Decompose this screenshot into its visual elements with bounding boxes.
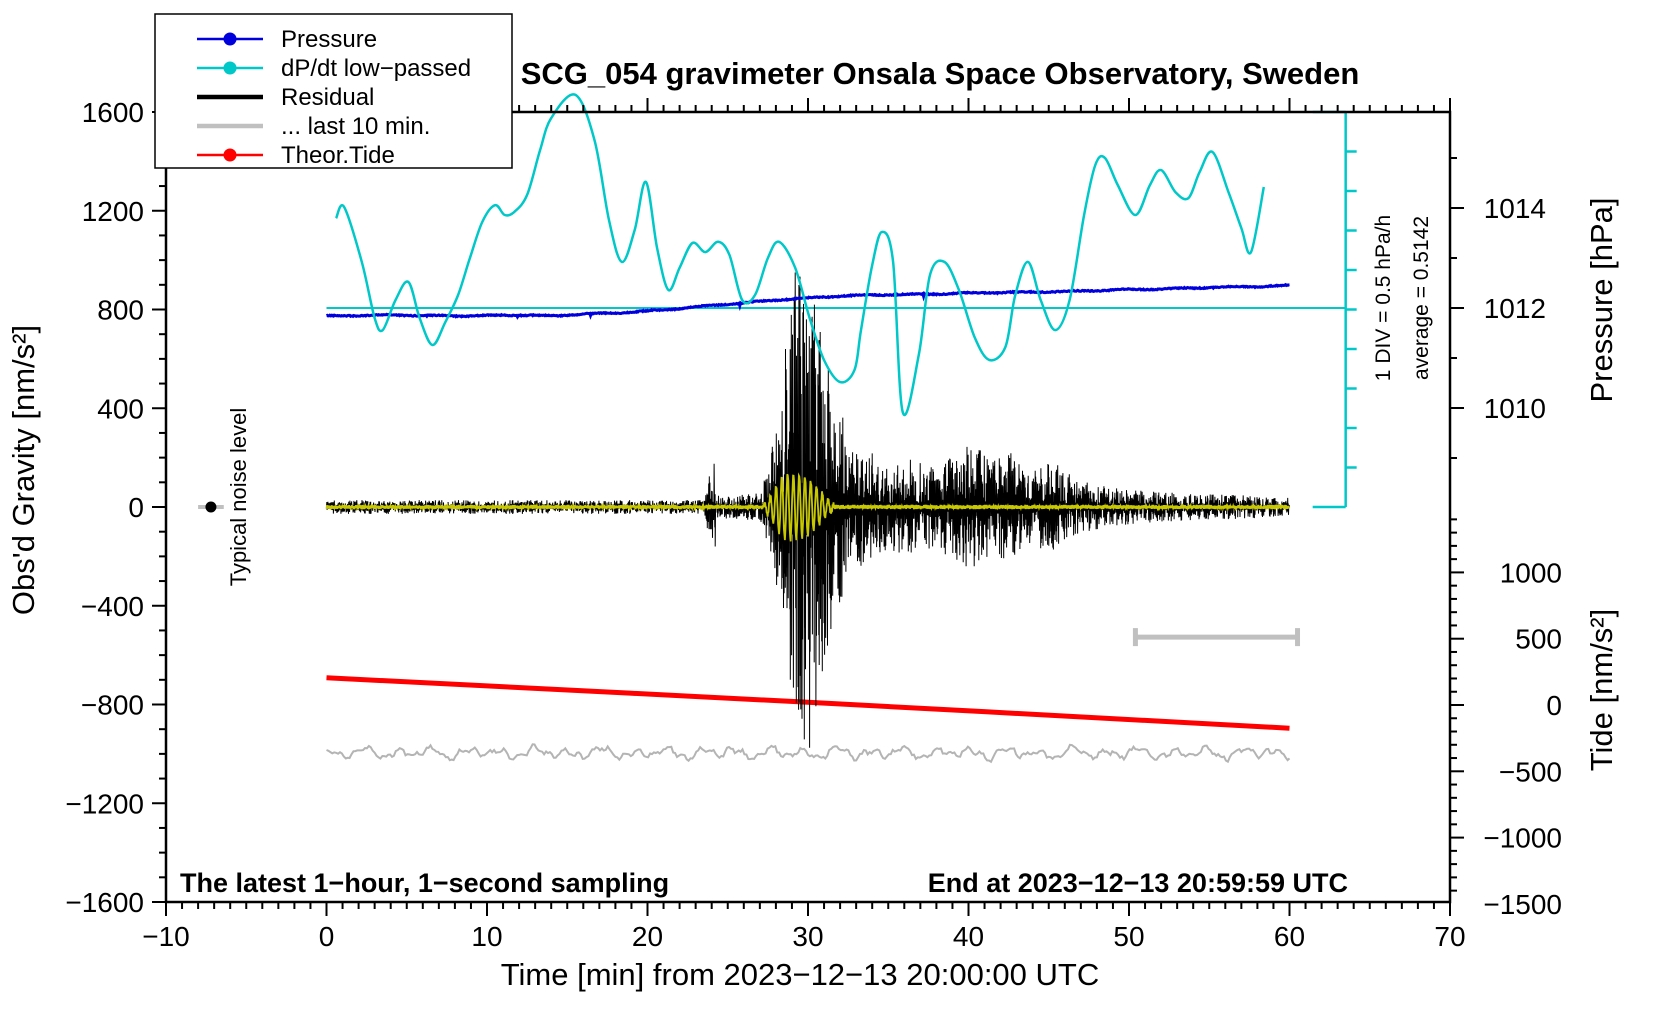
page-title: SCG_054 gravimeter Onsala Space Observat… [521, 56, 1360, 91]
end-note: End at 2023−12−13 20:59:59 UTC [928, 868, 1348, 898]
svg-text:30: 30 [792, 921, 823, 952]
legend-item-tide: Theor.Tide [197, 142, 395, 169]
svg-text:−1500: −1500 [1483, 889, 1562, 920]
y-left-axis-title: Obs'd Gravity [nm/s²] [6, 325, 41, 615]
legend-dot-tide [223, 148, 237, 162]
svg-text:500: 500 [1515, 624, 1562, 655]
svg-text:0: 0 [128, 492, 144, 523]
svg-text:0: 0 [319, 921, 335, 952]
svg-text:0: 0 [1546, 690, 1562, 721]
legend-label-pressure: Pressure [281, 26, 377, 53]
svg-text:1000: 1000 [1500, 557, 1562, 588]
legend-label-last10: ... last 10 min. [281, 113, 430, 140]
svg-text:50: 50 [1113, 921, 1144, 952]
legend-item-last10: ... last 10 min. [197, 113, 430, 140]
typical-noise-label: Typical noise level [226, 408, 251, 587]
last10-series [326, 743, 1291, 764]
theor-tide-series [326, 675, 1290, 731]
series-layer [325, 93, 1346, 764]
filtered-residual-series [325, 472, 1290, 542]
legend-label-tide: Theor.Tide [281, 142, 395, 169]
svg-text:70: 70 [1434, 921, 1465, 952]
svg-text:−10: −10 [142, 921, 190, 952]
svg-text:−1600: −1600 [65, 887, 144, 918]
svg-text:−500: −500 [1499, 756, 1562, 787]
pressure-axis-title: Pressure [hPa] [1584, 197, 1619, 402]
average-label: average = 0.5142 [1410, 216, 1433, 380]
svg-text:1012: 1012 [1484, 293, 1546, 324]
legend-item-residual: Residual [197, 84, 374, 111]
svg-text:1600: 1600 [82, 97, 144, 128]
pressure-series [325, 282, 1290, 320]
noise-dot [205, 501, 217, 513]
last10-range-bar [1132, 628, 1301, 647]
legend-label-residual: Residual [281, 84, 374, 111]
svg-text:−800: −800 [81, 690, 144, 721]
legend-dot-dpdt [223, 61, 237, 75]
svg-text:1010: 1010 [1484, 393, 1546, 424]
axis-tick-labels: −10 0 10 20 30 40 50 60 70 −1600 −1200 −800 −400 0 400… [65, 97, 1562, 952]
legend-label-dpdt: dP/dt low−passed [281, 55, 471, 82]
svg-text:1200: 1200 [82, 196, 144, 227]
legend-item-dpdt: dP/dt low−passed [197, 55, 471, 82]
sampling-note: The latest 1−hour, 1−second sampling [180, 868, 669, 898]
svg-text:−1200: −1200 [65, 788, 144, 819]
plot-frame [164, 110, 1452, 904]
svg-text:60: 60 [1274, 921, 1305, 952]
dpdt-scale-bar [1312, 110, 1357, 509]
typical-noise-marker [198, 501, 224, 513]
legend: Pressure dP/dt low−passed Residual ... l… [154, 13, 513, 169]
svg-text:1014: 1014 [1484, 193, 1546, 224]
svg-text:800: 800 [97, 295, 144, 326]
svg-text:−400: −400 [81, 591, 144, 622]
tide-axis-title: Tide [nm/s²] [1584, 609, 1619, 772]
div-scale-label: 1 DIV = 0.5 hPa/h [1372, 215, 1395, 381]
dpdt-series [334, 93, 1266, 417]
residual-series [326, 272, 1290, 748]
svg-text:−1000: −1000 [1483, 823, 1562, 854]
svg-text:10: 10 [471, 921, 502, 952]
legend-item-pressure: Pressure [197, 26, 377, 53]
legend-dot-pressure [223, 32, 237, 46]
svg-text:40: 40 [953, 921, 984, 952]
svg-text:400: 400 [97, 393, 144, 424]
svg-text:20: 20 [632, 921, 663, 952]
x-axis-title: Time [min] from 2023−12−13 20:00:00 UTC [501, 957, 1100, 992]
